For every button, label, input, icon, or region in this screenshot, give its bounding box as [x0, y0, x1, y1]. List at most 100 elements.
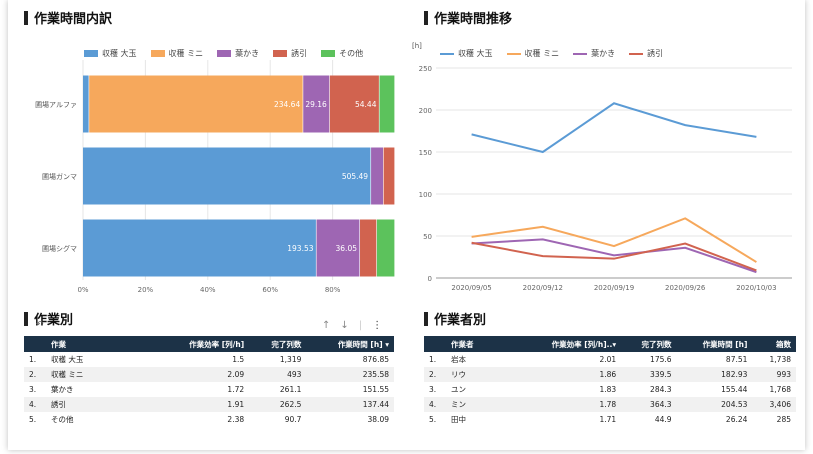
boxes-cell: 993	[752, 367, 796, 382]
efficiency-cell: 1.71	[599, 415, 617, 424]
divider: |	[358, 320, 363, 331]
worker-name: 岩本	[451, 355, 466, 364]
line-title: 作業時間推移	[434, 12, 513, 27]
table-row[interactable]: 5. 田中 1.71 44.9 26.24 285	[424, 412, 796, 427]
x-tick-label: 20%	[138, 286, 154, 294]
hours-cell: 38.09	[367, 415, 389, 424]
column-header[interactable]: 作業時間 [h]	[676, 336, 753, 352]
title-marker	[424, 10, 428, 25]
row-index: 3.	[429, 385, 437, 394]
table-row[interactable]: 4. 誘引 1.91 262.5 137.44	[24, 397, 394, 412]
series-line	[471, 241, 757, 272]
bar-legend[interactable]: 収穫 大玉 収穫 ミニ 葉かき 誘引 その他	[84, 48, 363, 59]
legend-item[interactable]: その他	[321, 48, 363, 59]
worker-name: リウ	[446, 367, 518, 382]
x-tick-label: 0%	[77, 286, 88, 294]
task-table: 作業 作業効率 [列/h] 完了列数 作業時間 [h] ▾ 1. 収穫 大玉 1.5…	[24, 336, 394, 427]
column-header[interactable]: 作業効率 [列/h]	[156, 336, 250, 352]
efficiency-cell: 2.09	[156, 367, 250, 382]
table1-title: 作業別	[34, 313, 74, 328]
worker-name: ミン	[446, 397, 518, 412]
hours-cell: 87.51	[725, 355, 748, 364]
undo-icon[interactable]: ↶	[36, 320, 44, 330]
legend-label: 葉かき	[591, 49, 616, 58]
table1-section-title: 作業別	[24, 309, 73, 328]
sort-down-icon[interactable]: ↓	[340, 320, 349, 331]
bar-segment	[383, 147, 395, 205]
legend-item[interactable]: 葉かき	[573, 48, 615, 59]
column-header[interactable]: 完了列数	[249, 336, 307, 352]
worker-table: 作業者 作業効率 [列/h]..▾ 完了列数 作業時間 [h] 箱数 1. 岩本 2…	[424, 336, 796, 427]
rows-done-cell: 1,319	[279, 355, 302, 364]
y-tick-label: 150	[419, 149, 432, 157]
line-legend[interactable]: 収穫 大玉 収穫 ミニ 葉かき 誘引	[440, 48, 663, 59]
hours-cell: 137.44	[306, 397, 394, 412]
x-tick-label: 60%	[262, 286, 278, 294]
x-tick-label: 2020/10/03	[736, 284, 776, 292]
column-header[interactable]: 作業者	[446, 336, 518, 352]
rows-done-cell: 90.7	[284, 415, 302, 424]
rows-done-cell: 493	[249, 367, 307, 382]
legend-item[interactable]: 葉かき	[217, 48, 259, 59]
line-chart: [h] 0 50 100 150 200 250 2020/09/05 2020/09/12 20…	[412, 42, 792, 292]
x-tick-label: 2020/09/26	[665, 284, 706, 292]
legend-item[interactable]: 誘引	[629, 48, 663, 59]
column-header[interactable]: 作業	[46, 336, 156, 352]
table-row[interactable]: 5. その他 2.38 90.7 38.09	[24, 412, 394, 427]
legend-label: 収穫 ミニ	[524, 49, 560, 58]
data-label: 193.53	[287, 244, 313, 253]
legend-item[interactable]: 収穫 ミニ	[506, 48, 560, 59]
y-axis-unit: [h]	[412, 42, 422, 50]
table-row[interactable]: 4. ミン 1.78 364.3 204.53 3,406	[424, 397, 796, 412]
efficiency-cell: 2.01	[599, 355, 617, 364]
bar-segment	[83, 147, 371, 205]
table-row[interactable]: 1. 岩本 2.01 175.6 87.51 1,738	[424, 352, 796, 367]
stacked-bar-chart: 0%20%40%60%80%圃場アルファ6.8234.6429.1654.44圃…	[35, 60, 395, 294]
rows-done-cell: 339.5	[621, 367, 677, 382]
line-section-title: 作業時間推移	[424, 8, 512, 27]
x-tick-label: 2020/09/19	[594, 284, 634, 292]
row-index: 4.	[24, 397, 46, 412]
hours-cell: 155.44	[721, 385, 748, 394]
legend-label: 収穫 大玉	[102, 49, 137, 58]
row-index: 1.	[429, 355, 437, 364]
boxes-cell: 1,768	[769, 385, 791, 394]
more-options-icon[interactable]: ⋮	[372, 320, 383, 331]
table-row[interactable]: 1. 収穫 大玉 1.5 1,319 876.85	[24, 352, 394, 367]
column-header[interactable]: 完了列数	[621, 336, 677, 352]
task-name: その他	[51, 415, 74, 424]
legend-label: その他	[339, 49, 364, 58]
bar-section-title: 作業時間内訳	[24, 8, 112, 27]
legend-swatch	[629, 52, 644, 55]
sort-up-icon[interactable]: ↑	[322, 320, 331, 331]
x-tick-label: 40%	[200, 286, 216, 294]
bar-segment	[379, 75, 395, 133]
legend-item[interactable]: 収穫 大玉	[440, 48, 493, 59]
data-label: 234.64	[274, 100, 300, 109]
title-marker	[24, 311, 28, 326]
legend-label: 誘引	[647, 49, 664, 58]
x-tick-label: 80%	[325, 286, 341, 294]
table-row[interactable]: 3. ユン 1.83 284.3 155.44 1,768	[424, 382, 796, 397]
table-row[interactable]: 3. 葉かき 1.72 261.1 151.55	[24, 382, 394, 397]
category-label: 圃場シグマ	[42, 244, 77, 253]
bar-segment	[83, 75, 89, 133]
legend-item[interactable]: 誘引	[273, 48, 307, 59]
data-label: 36.05	[336, 244, 358, 253]
column-header[interactable]: 作業効率 [列/h]..▾	[518, 336, 622, 352]
table-row[interactable]: 2. リウ 1.86 339.5 182.93 993	[424, 367, 796, 382]
legend-item[interactable]: 収穫 ミニ	[150, 48, 203, 59]
efficiency-cell: 1.78	[518, 397, 622, 412]
column-header[interactable]: 作業時間 [h] ▾	[306, 336, 394, 352]
table-row[interactable]: 2. 収穫 ミニ 2.09 493 235.58	[24, 367, 394, 382]
row-index: 4.	[424, 397, 446, 412]
legend-swatch	[506, 52, 521, 55]
boxes-cell: 285	[776, 415, 791, 424]
y-tick-label: 250	[419, 65, 432, 73]
title-marker	[24, 10, 28, 25]
legend-item[interactable]: 収穫 大玉	[84, 48, 137, 59]
hours-cell: 235.58	[306, 367, 394, 382]
task-name: 誘引	[46, 397, 156, 412]
bar-segment	[89, 75, 303, 133]
column-header[interactable]: 箱数	[752, 336, 796, 352]
